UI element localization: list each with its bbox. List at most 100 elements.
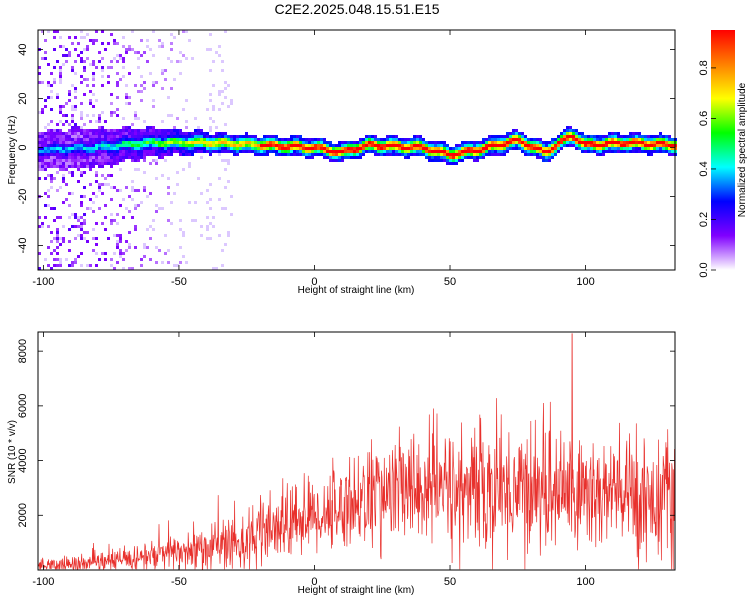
spectrogram-cell: [290, 153, 293, 156]
spectrogram-cell: [140, 156, 143, 159]
spectrogram-cell: [527, 138, 530, 141]
spectrogram-cell: [323, 147, 326, 150]
spectrogram-cell: [98, 117, 101, 120]
spectrogram-cell: [614, 150, 617, 153]
spectrogram-cell: [548, 150, 551, 153]
spectrogram-cell: [275, 135, 278, 138]
spectrogram-cell: [569, 138, 572, 141]
spectrogram-cell: [116, 153, 119, 156]
spectrogram-cell: [611, 132, 614, 135]
spectrogram-cell: [101, 57, 104, 60]
spectrogram-cell: [158, 39, 161, 42]
spectrogram-cell: [491, 141, 494, 144]
spectrogram-cell: [311, 147, 314, 150]
spectrogram-cell: [107, 159, 110, 162]
spectrogram-cell: [647, 141, 650, 144]
spectrogram-cell: [380, 138, 383, 141]
spectrogram-cell: [47, 159, 50, 162]
spectrogram-cell: [551, 141, 554, 144]
spectrogram-cell: [77, 159, 80, 162]
spectrogram-cell: [98, 147, 101, 150]
spectrogram-cell: [113, 129, 116, 132]
spectrogram-cell: [194, 147, 197, 150]
spectrogram-cell: [44, 162, 47, 165]
spectrogram-cell: [98, 129, 101, 132]
spectrogram-cell: [515, 138, 518, 141]
spectrogram-cell: [326, 156, 329, 159]
spectrogram-cell: [449, 156, 452, 159]
spectrogram-cell: [71, 84, 74, 87]
spectrogram-cell: [182, 54, 185, 57]
spectrogram-cell: [344, 141, 347, 144]
spectrogram-cell: [332, 144, 335, 147]
spectrogram-cell: [155, 246, 158, 249]
spectrogram-cell: [41, 147, 44, 150]
spectrogram-cell: [77, 147, 80, 150]
spectrogram-cell: [263, 150, 266, 153]
spectrogram-cell: [134, 144, 137, 147]
spectrogram-cell: [176, 144, 179, 147]
spectrogram-cell: [62, 165, 65, 168]
spectrogram-cell: [203, 141, 206, 144]
spectrogram-cell: [644, 135, 647, 138]
spectrogram-cell: [569, 141, 572, 144]
spectrogram-cell: [65, 114, 68, 117]
spectrogram-cell: [71, 213, 74, 216]
spectrogram-cell: [194, 150, 197, 153]
spectrogram-cell: [176, 147, 179, 150]
spectrogram-cell: [260, 153, 263, 156]
spectrogram-cell: [89, 129, 92, 132]
spectrogram-cell: [110, 186, 113, 189]
spectrogram-cell: [173, 192, 176, 195]
spectrogram-cell: [569, 144, 572, 147]
spectrogram-cell: [668, 147, 671, 150]
spectrogram-cell: [326, 141, 329, 144]
spectrogram-cell: [644, 144, 647, 147]
spectrogram-cell: [587, 150, 590, 153]
spectrogram-cell: [236, 150, 239, 153]
spectrogram-cell: [431, 147, 434, 150]
spectrogram-cell: [83, 60, 86, 63]
spectrogram-cell: [569, 135, 572, 138]
spectrogram-cell: [587, 138, 590, 141]
spectrogram-cell: [398, 150, 401, 153]
spectrogram-cell: [296, 144, 299, 147]
spectrogram-cell: [359, 156, 362, 159]
spectrogram-cell: [137, 138, 140, 141]
spectrogram-cell: [389, 153, 392, 156]
spectrogram-cell: [335, 147, 338, 150]
spectrogram-cell: [203, 144, 206, 147]
spectrogram-cell: [314, 138, 317, 141]
spectrogram-cell: [536, 141, 539, 144]
spectrogram-cell: [221, 159, 224, 162]
spectrogram-cell: [434, 144, 437, 147]
spectrogram-cell: [455, 159, 458, 162]
spectrogram-cell: [530, 150, 533, 153]
spectrogram-cell: [47, 174, 50, 177]
spectrogram-cell: [122, 216, 125, 219]
spectrogram-cell: [500, 135, 503, 138]
spectrogram-cell: [65, 144, 68, 147]
spectrogram-cell: [107, 153, 110, 156]
spectrogram-cell: [584, 141, 587, 144]
spectrogram-cell: [56, 138, 59, 141]
spectrogram-cell: [428, 159, 431, 162]
spectrogram-cell: [158, 132, 161, 135]
spectrogram-cell: [365, 135, 368, 138]
spectrogram-cell: [50, 162, 53, 165]
spectrogram-cell: [350, 150, 353, 153]
spectrogram-cell: [62, 180, 65, 183]
spectrogram-cell: [83, 156, 86, 159]
spectrogram-cell: [509, 135, 512, 138]
spectrogram-cell: [476, 150, 479, 153]
spectrogram-cell: [203, 135, 206, 138]
spectrogram-cell: [107, 156, 110, 159]
spectrogram-cell: [329, 144, 332, 147]
spectrogram-cell: [77, 219, 80, 222]
spectrogram-cell: [224, 81, 227, 84]
spectrogram-cell: [107, 174, 110, 177]
spectrogram-cell: [224, 147, 227, 150]
spectrogram-cell: [203, 147, 206, 150]
spectrogram-cell: [77, 132, 80, 135]
spectrogram-cell: [125, 102, 128, 105]
